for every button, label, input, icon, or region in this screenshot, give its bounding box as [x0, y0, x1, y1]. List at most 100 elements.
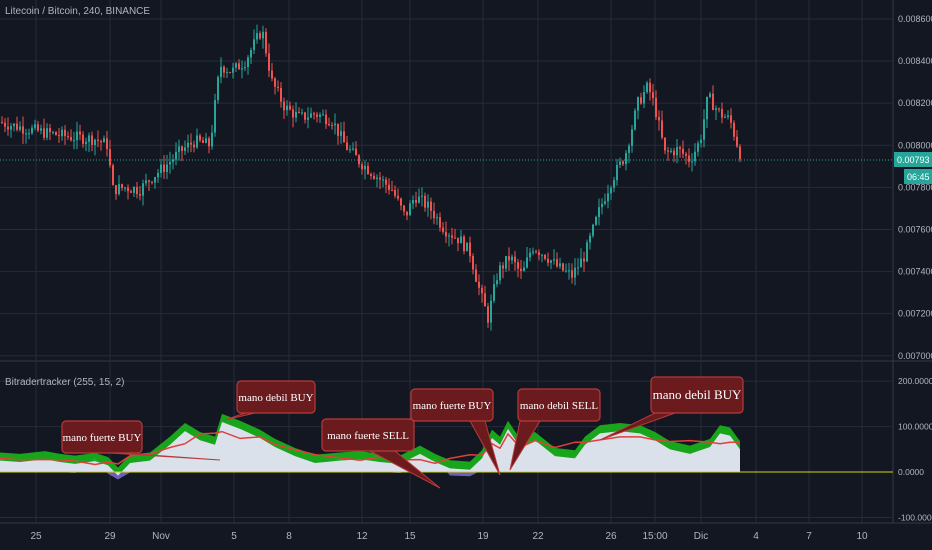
candle-body: [634, 110, 636, 130]
candle-body: [34, 124, 36, 128]
candle-body: [37, 124, 39, 131]
candle-body: [412, 200, 414, 204]
candle-body: [394, 189, 396, 196]
candle-body: [298, 111, 300, 113]
candle-body: [181, 146, 183, 151]
candle-body: [586, 242, 588, 262]
candle-body: [688, 155, 690, 162]
candle-body: [421, 195, 423, 197]
candle-body: [427, 201, 429, 208]
candle-body: [196, 135, 198, 148]
candle-body: [370, 174, 372, 176]
candle-body: [706, 96, 708, 120]
candle-body: [445, 231, 447, 237]
candle-body: [727, 115, 729, 117]
candle-body: [61, 129, 63, 137]
price-tag-value: 0.00793: [897, 155, 930, 165]
candles: [0, 24, 893, 331]
callout-label: mano fuerte SELL: [327, 430, 409, 442]
candle-body: [151, 181, 153, 183]
candle-body: [562, 263, 564, 271]
callout-label: mano debil BUY: [653, 387, 742, 402]
candle-body: [559, 263, 561, 267]
candle-body: [304, 112, 306, 120]
candle-body: [94, 139, 96, 145]
candle-body: [268, 53, 270, 71]
candle-body: [232, 67, 234, 73]
candle-body: [502, 265, 504, 269]
candle-body: [637, 97, 639, 111]
indicator-title: Bitradertracker (255, 15, 2): [5, 377, 125, 388]
candle-body: [523, 267, 525, 272]
candle-body: [313, 113, 315, 115]
candle-body: [202, 140, 204, 143]
candle-body: [103, 138, 105, 143]
candle-body: [265, 31, 267, 54]
candle-body: [373, 175, 375, 179]
candle-body: [49, 128, 51, 133]
candle-body: [280, 87, 282, 102]
y-tick-label: 0.008400: [898, 56, 932, 66]
candle-body: [4, 122, 6, 127]
candle-body: [82, 134, 84, 144]
candle-body: [385, 179, 387, 185]
candle-body: [307, 117, 309, 120]
candle-body: [175, 151, 177, 160]
candle-body: [169, 161, 171, 165]
candle-body: [739, 146, 741, 160]
candle-body: [697, 143, 699, 152]
candle-body: [598, 207, 600, 217]
candle-body: [571, 270, 573, 278]
candle-body: [466, 242, 468, 252]
candle-body: [640, 97, 642, 104]
candle-body: [67, 136, 69, 138]
candle-body: [568, 270, 570, 272]
candle-body: [610, 187, 612, 194]
candle-body: [415, 200, 417, 203]
price-time-box: [904, 169, 932, 184]
candle-body: [499, 265, 501, 281]
candle-body: [625, 153, 627, 165]
candle-body: [436, 217, 438, 219]
candle-body: [526, 257, 528, 268]
candle-body: [295, 111, 297, 118]
callout-box: [410, 388, 494, 422]
x-tick-label: 12: [356, 531, 368, 542]
candle-body: [25, 133, 27, 135]
candle-body: [172, 159, 174, 162]
candle-body: [211, 132, 213, 147]
candle-body: [361, 164, 363, 170]
candle-body: [418, 196, 420, 203]
candle-body: [550, 260, 552, 263]
x-tick-label: 15: [404, 531, 416, 542]
candle-body: [64, 129, 66, 137]
candle-body: [91, 135, 93, 145]
candle-body: [643, 92, 645, 104]
x-tick-label: 29: [104, 531, 116, 542]
y-tick-label: 0.007600: [898, 224, 932, 234]
candle-body: [403, 205, 405, 212]
candle-body: [652, 92, 654, 99]
indicator-tick-label: 100.0000: [898, 422, 932, 432]
candle-body: [670, 150, 672, 152]
candle-body: [112, 165, 114, 186]
candle-body: [187, 142, 189, 148]
candle-body: [664, 137, 666, 151]
candle-body: [730, 115, 732, 123]
candle-body: [478, 281, 480, 288]
candle-body: [430, 201, 432, 211]
candle-body: [673, 150, 675, 156]
candle-body: [409, 203, 411, 216]
candle-body: [184, 147, 186, 151]
candle-body: [493, 284, 495, 301]
candle-body: [115, 185, 117, 195]
candle-body: [136, 187, 138, 194]
price-tag-box: [894, 152, 932, 167]
candle-body: [547, 258, 549, 263]
candle-body: [736, 136, 738, 147]
candle-body: [667, 150, 669, 152]
candle-body: [190, 142, 192, 145]
candle-body: [529, 252, 531, 258]
candle-body: [70, 137, 72, 141]
y-tick-label: 0.007000: [898, 351, 932, 361]
